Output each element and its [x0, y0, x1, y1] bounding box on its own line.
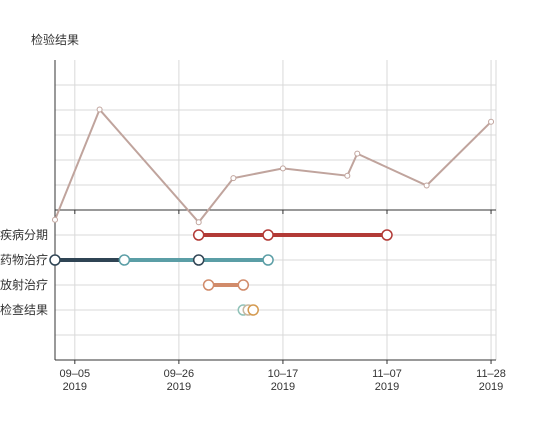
timeline-marker: [237, 279, 250, 291]
x-tick-label: 09–05: [60, 368, 91, 380]
x-tick-year-label: 2019: [375, 381, 399, 393]
timeline-marker: [262, 254, 274, 266]
series-line: [54, 107, 492, 224]
x-tick-year-label: 2019: [479, 381, 503, 393]
data-point: [279, 165, 286, 172]
x-tick-labels: 09–05201909–26201910–17201911–07201911–2…: [60, 368, 506, 393]
row-label: 药物治疗: [0, 253, 48, 267]
x-tick-label: 11–28: [476, 368, 506, 380]
timeline-marker: [49, 254, 61, 266]
data-point: [354, 150, 361, 157]
data-point: [230, 175, 237, 182]
data-point: [52, 216, 58, 223]
data-point: [96, 106, 103, 113]
x-tick-year-label: 2019: [63, 381, 87, 393]
x-tick-year-label: 2019: [167, 381, 191, 393]
row-label: 检查结果: [0, 302, 48, 317]
timeline-marker: [118, 254, 131, 266]
data-point: [423, 182, 430, 189]
timeline-marker: [381, 229, 393, 241]
x-tick-label: 10–17: [268, 368, 299, 380]
x-tick-label: 09–26: [164, 368, 195, 380]
row-label: 疾病分期: [0, 227, 48, 242]
row-label: 放射治疗: [0, 277, 48, 292]
timeline-marker: [192, 229, 205, 241]
data-point: [488, 118, 495, 125]
data-point: [344, 172, 351, 179]
chart-title: 检验结果: [31, 32, 79, 47]
timeline-marker: [192, 254, 205, 266]
data-point: [195, 219, 202, 226]
timeline-marker: [262, 229, 274, 241]
line-series: [52, 106, 495, 226]
axes: [54, 60, 496, 364]
x-tick-year-label: 2019: [271, 381, 295, 393]
timeline-marker: [247, 304, 259, 316]
timeline-marker: [202, 279, 215, 291]
x-tick-label: 11–07: [372, 368, 402, 380]
